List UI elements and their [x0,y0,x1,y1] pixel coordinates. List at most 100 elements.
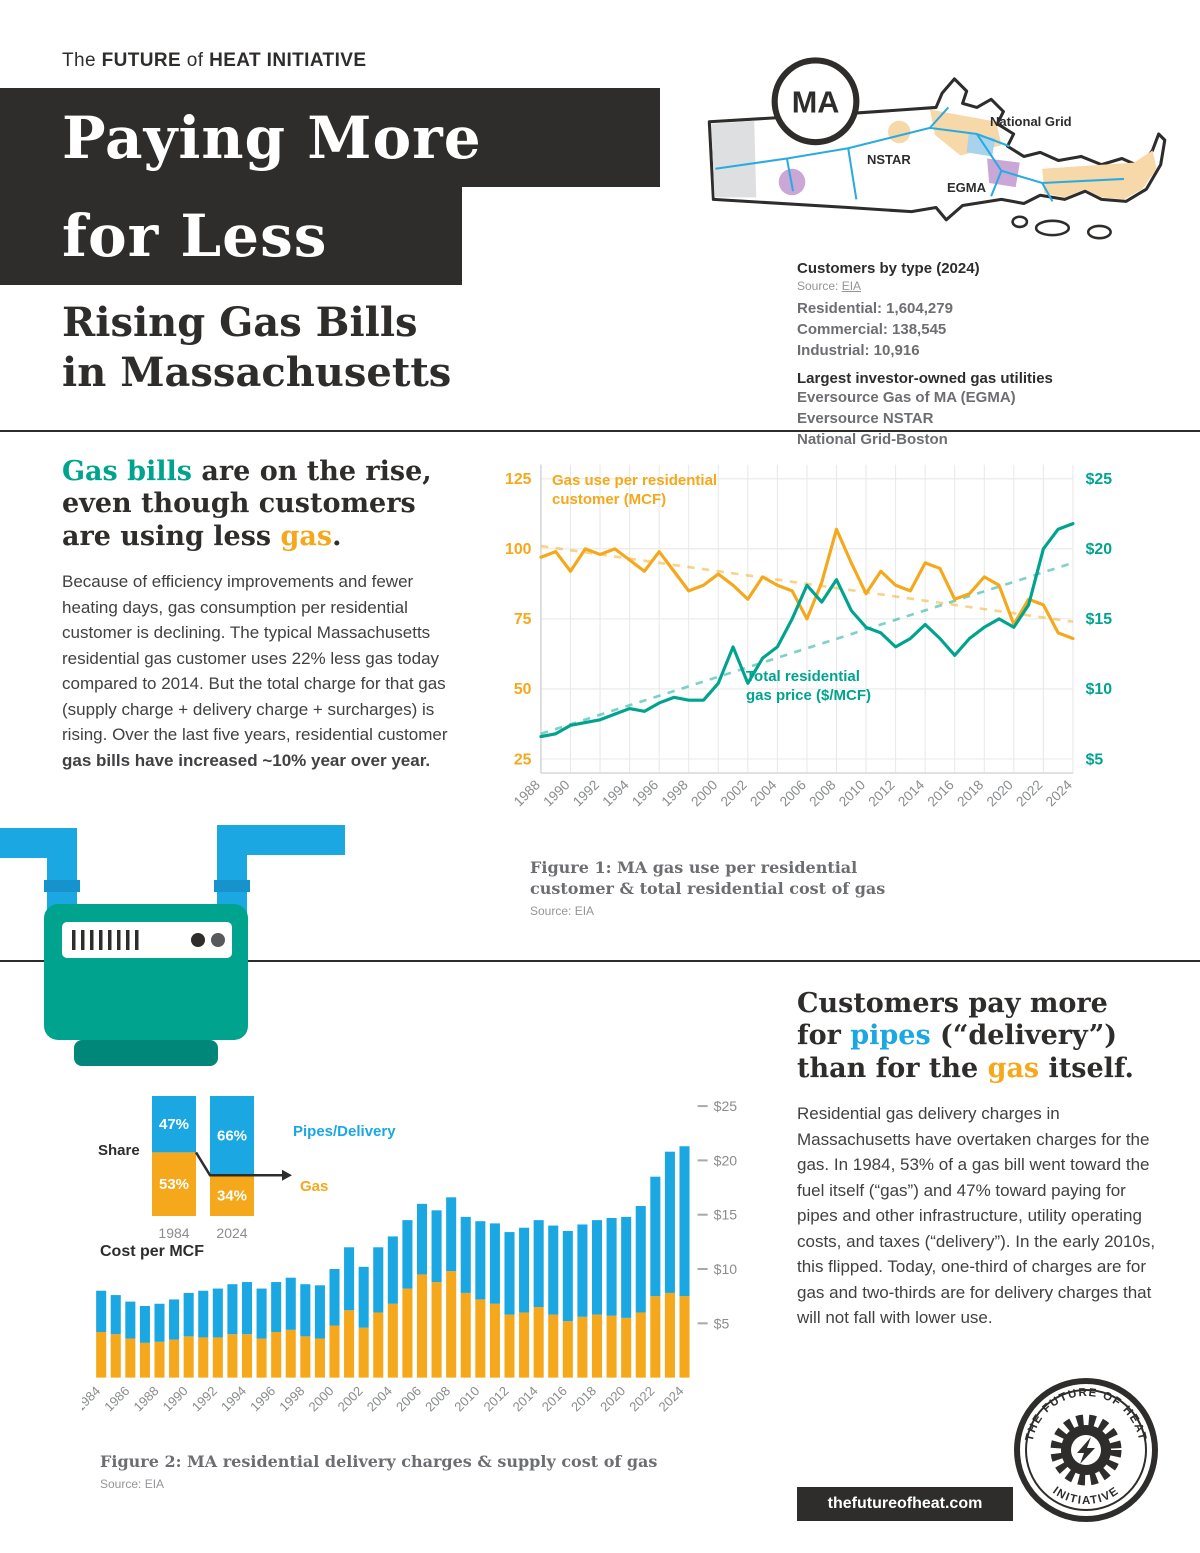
section1-heading: Gas bills are on the rise, even though cu… [62,456,460,553]
utilities-title: Largest investor-owned gas utilities [797,370,1053,387]
subtitle-line2: in Massachusetts [62,349,452,396]
svg-text:1998: 1998 [276,1383,307,1414]
price-label-line1: Total residential [746,668,860,685]
ma-badge-circle [771,57,860,146]
share-gas-legend: Gas [300,1178,329,1195]
ma-badge-text: MA [792,86,840,120]
svg-text:2012: 2012 [480,1383,511,1414]
svg-text:2010: 2010 [451,1383,482,1414]
figure2-caption-text: Figure 2: MA residential delivery charge… [100,1452,658,1471]
figure2-caption: Figure 2: MA residential delivery charge… [100,1452,680,1491]
customers-title: Customers by type (2024) [797,260,980,277]
title-banner-2: for Less [0,187,462,285]
svg-text:1990: 1990 [160,1383,191,1414]
heading-text-1: are on the rise, [192,456,432,487]
svg-text:2014: 2014 [895,777,927,809]
section1-body-bold: gas bills have increased ~10% year over … [62,750,431,770]
heading2-gas-highlight: gas [987,1052,1040,1084]
pipe-collar-left [44,880,80,892]
island-elizabeth [1011,215,1029,229]
svg-text:2020: 2020 [984,777,1016,809]
utility-national-grid: National Grid-Boston [797,431,948,448]
svg-text:2000: 2000 [305,1383,336,1414]
svg-text:1994: 1994 [218,1383,249,1414]
svg-text:2006: 2006 [777,777,809,809]
brand-future: FUTURE [101,50,182,71]
heading-period: . [332,520,342,552]
gas-use-label-line2: customer (MCF) [552,490,667,508]
island-marthas-vineyard [1034,219,1071,237]
brand-of: of [181,50,210,71]
figure2: 1984 1986 1988 1990 1992 1994 1996 1998 2000 2002… [72,1092,762,1440]
section-delivery-charges: Customers pay more for pipes (“delivery”)… [797,988,1159,1331]
svg-text:2002: 2002 [718,777,750,809]
svg-text:50: 50 [514,681,532,698]
meter-dial-1 [191,933,205,947]
svg-text:75: 75 [514,611,532,628]
svg-text:$5: $5 [1086,751,1104,768]
svg-text:2024: 2024 [655,1383,686,1414]
svg-text:1984: 1984 [158,1225,189,1241]
map-label-national-grid: National Grid [990,114,1072,129]
figure2-source: Source: EIA [100,1476,165,1491]
map-label-egma: EGMA [947,180,986,195]
svg-text:53%: 53% [159,1176,189,1193]
customers-commercial: Commercial: 138,545 [797,321,947,338]
page-subtitle: Rising Gas Bills in Massachusetts [62,298,451,398]
figure1-gas-use-label: Gas use per residential customer (MCF) [552,472,717,510]
svg-text:1988: 1988 [130,1383,161,1414]
svg-text:100: 100 [505,541,532,558]
region-gray-west [711,120,757,198]
svg-text:1992: 1992 [570,777,602,809]
brand-line: The FUTURE of HEAT INITIATIVE [62,50,366,72]
badge-gear-icon [1050,1414,1122,1486]
svg-text:2010: 2010 [836,777,868,809]
svg-text:47%: 47% [159,1116,189,1133]
svg-text:2022: 2022 [1013,777,1045,809]
cost-per-mcf-label: Cost per MCF [100,1243,204,1260]
heading-gas-bills-highlight: Gas bills [62,456,193,487]
svg-text:$25: $25 [714,1098,738,1114]
share-chart-svg: 47% 53% 1984 66% 34% 2024 [152,1096,292,1241]
svg-text:2016: 2016 [539,1383,570,1414]
region-peach-central [888,120,911,144]
heading2-line1: Customers pay more [797,988,1108,1019]
meter-pipe-right [217,825,345,914]
svg-text:1996: 1996 [629,777,661,809]
heading2-itself: itself. [1039,1052,1134,1084]
svg-text:1990: 1990 [540,777,572,809]
meter-base [74,1040,218,1066]
region-peach-cape [1042,150,1157,200]
gas-meter-illustration [0,818,345,1093]
section2-body: Residential gas delivery charges in Mass… [797,1104,1156,1328]
svg-text:1992: 1992 [189,1383,220,1414]
pipeline-network [715,106,1124,202]
share-delivery-legend: Pipes/Delivery [293,1123,396,1140]
customers-panel: Customers by type (2024) Source: EIA Res… [797,260,1182,450]
brand-the: The [62,50,102,71]
svg-text:$10: $10 [1086,681,1113,698]
meter-dial-2 [211,933,225,947]
share-axis-label: Share [98,1142,140,1159]
svg-text:2024: 2024 [1043,777,1075,809]
eia-link[interactable]: EIA [841,279,862,293]
svg-text:2016: 2016 [925,777,957,809]
heading2-for: for [797,1020,851,1052]
heading2-pipes-highlight: pipes [850,1020,931,1052]
customers-industrial: Industrial: 10,916 [797,342,920,359]
svg-text:2022: 2022 [626,1383,657,1414]
svg-text:25: 25 [514,751,532,768]
svg-text:$5: $5 [714,1315,730,1331]
website-link[interactable]: thefutureofheat.com [797,1487,1013,1521]
svg-text:2006: 2006 [393,1383,424,1414]
svg-text:1994: 1994 [600,777,632,809]
section1-body-text: Because of efficiency improvements and f… [62,572,448,745]
heading-gas-highlight: gas [280,520,333,552]
utility-egma: Eversource Gas of MA (EGMA) [797,389,1016,406]
meter-display [62,922,232,958]
svg-text:$20: $20 [714,1152,738,1168]
customers-source: Source: EIA [797,279,1182,293]
heading-text-2: even though customers [62,488,416,520]
region-purple-southeast [987,158,1020,188]
